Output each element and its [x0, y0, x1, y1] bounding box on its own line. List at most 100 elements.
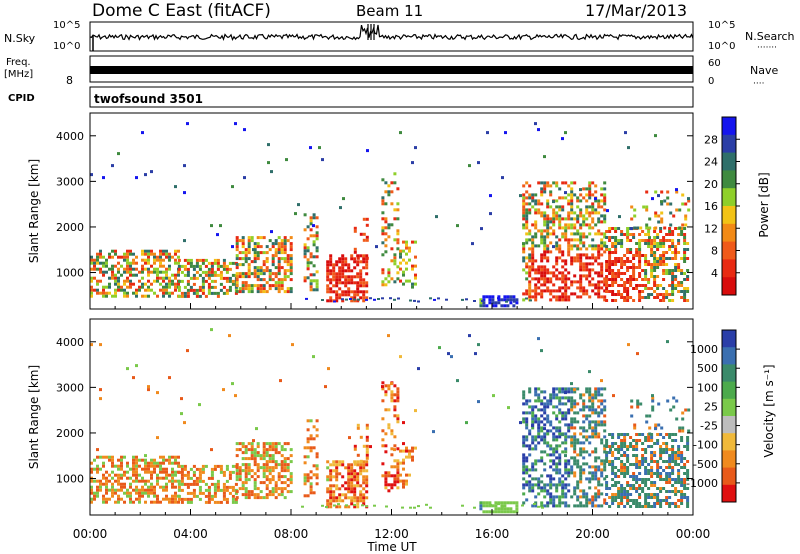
velocity-cell [653, 472, 657, 475]
velocity-cell [268, 448, 272, 452]
power-cell [540, 256, 544, 260]
velocity-cell [171, 497, 174, 501]
power-cell [570, 208, 574, 212]
velocity-cell [558, 396, 562, 400]
velocity-cell [629, 493, 633, 496]
velocity-cell [96, 479, 99, 483]
power-cell [564, 268, 568, 272]
power-cell [192, 291, 196, 295]
velocity-cell [222, 488, 226, 492]
velocity-cell [668, 481, 672, 484]
power-cell [638, 257, 642, 260]
velocity-cell [132, 376, 135, 380]
power-cell [150, 170, 153, 174]
velocity-cell [362, 469, 366, 473]
velocity-cell [594, 411, 598, 415]
power-cell [582, 253, 586, 257]
velocity-cell [600, 393, 604, 397]
power-cell [561, 259, 565, 263]
velocity-cell [347, 481, 351, 485]
power-cell [195, 270, 199, 274]
power-cell [611, 281, 615, 284]
power-cell [253, 266, 257, 270]
power-cell [600, 268, 604, 272]
power-cell [353, 293, 357, 297]
power-cell [626, 269, 630, 272]
velocity-cell [102, 500, 105, 504]
velocity-cell [588, 453, 592, 457]
power-cell [659, 257, 663, 260]
velocity-cell [614, 466, 618, 469]
velocity-cell [681, 429, 685, 433]
power-cell [597, 247, 601, 251]
velocity-cell [549, 396, 553, 400]
velocity-cell [546, 405, 550, 409]
velocity-cell [341, 475, 345, 479]
power-cell [359, 281, 363, 285]
power-cell [555, 247, 559, 251]
velocity-cell [600, 504, 604, 508]
power-cell [564, 181, 568, 185]
power-cell [591, 208, 595, 212]
velocity-cell [528, 429, 532, 433]
velocity-cell [333, 504, 336, 507]
velocity-cell [347, 475, 351, 479]
velocity-cell [540, 402, 544, 406]
power-cell [522, 247, 526, 251]
colorbar-tick-label: -25 [700, 420, 718, 433]
power-cell [605, 248, 609, 251]
velocity-cell [635, 439, 639, 442]
power-cell [528, 238, 532, 242]
velocity-cell [271, 490, 275, 494]
velocity-cell [555, 429, 559, 433]
velocity-cell [393, 393, 397, 397]
power-cell [680, 257, 684, 260]
velocity-cell [120, 497, 123, 501]
power-cell [635, 251, 639, 254]
velocity-cell [623, 505, 627, 508]
velocity-cell [647, 445, 651, 448]
power-cell [543, 289, 547, 293]
velocity-cell [546, 429, 550, 433]
velocity-cell [335, 472, 339, 476]
power-cell [626, 260, 630, 263]
velocity-cell [250, 469, 254, 473]
velocity-cell [286, 463, 290, 467]
velocity-cell [238, 448, 242, 452]
velocity-cell [686, 439, 690, 442]
velocity-cell [192, 479, 196, 483]
velocity-cell [620, 466, 624, 469]
velocity-cell [594, 492, 598, 496]
velocity-cell [635, 475, 639, 478]
velocity-cell [644, 502, 648, 505]
velocity-cell [608, 487, 612, 490]
power-cell [384, 238, 388, 242]
velocity-cell [192, 488, 196, 492]
velocity-cell [303, 461, 307, 465]
power-cell [393, 298, 396, 301]
power-cell [552, 220, 556, 224]
power-cell [387, 223, 391, 227]
velocity-cell [611, 460, 615, 463]
power-cell [528, 274, 532, 278]
velocity-cell [677, 469, 681, 472]
power-cell [381, 199, 385, 203]
power-cell [597, 211, 601, 215]
velocity-cell [543, 504, 547, 508]
velocity-cell [213, 464, 217, 468]
velocity-cell [138, 473, 141, 477]
velocity-cell [662, 451, 666, 454]
velocity-cell [537, 337, 540, 341]
velocity-cell [219, 470, 223, 474]
power-cell [159, 261, 162, 265]
power-cell [629, 278, 633, 281]
velocity-cell [338, 499, 342, 503]
power-cell [600, 271, 604, 275]
power-cell [653, 230, 657, 233]
velocity-cell [129, 482, 132, 486]
velocity-cell [402, 467, 405, 471]
velocity-cell [327, 367, 330, 371]
velocity-cell [381, 444, 385, 448]
velocity-cell [597, 393, 601, 397]
power-cell [683, 236, 687, 239]
